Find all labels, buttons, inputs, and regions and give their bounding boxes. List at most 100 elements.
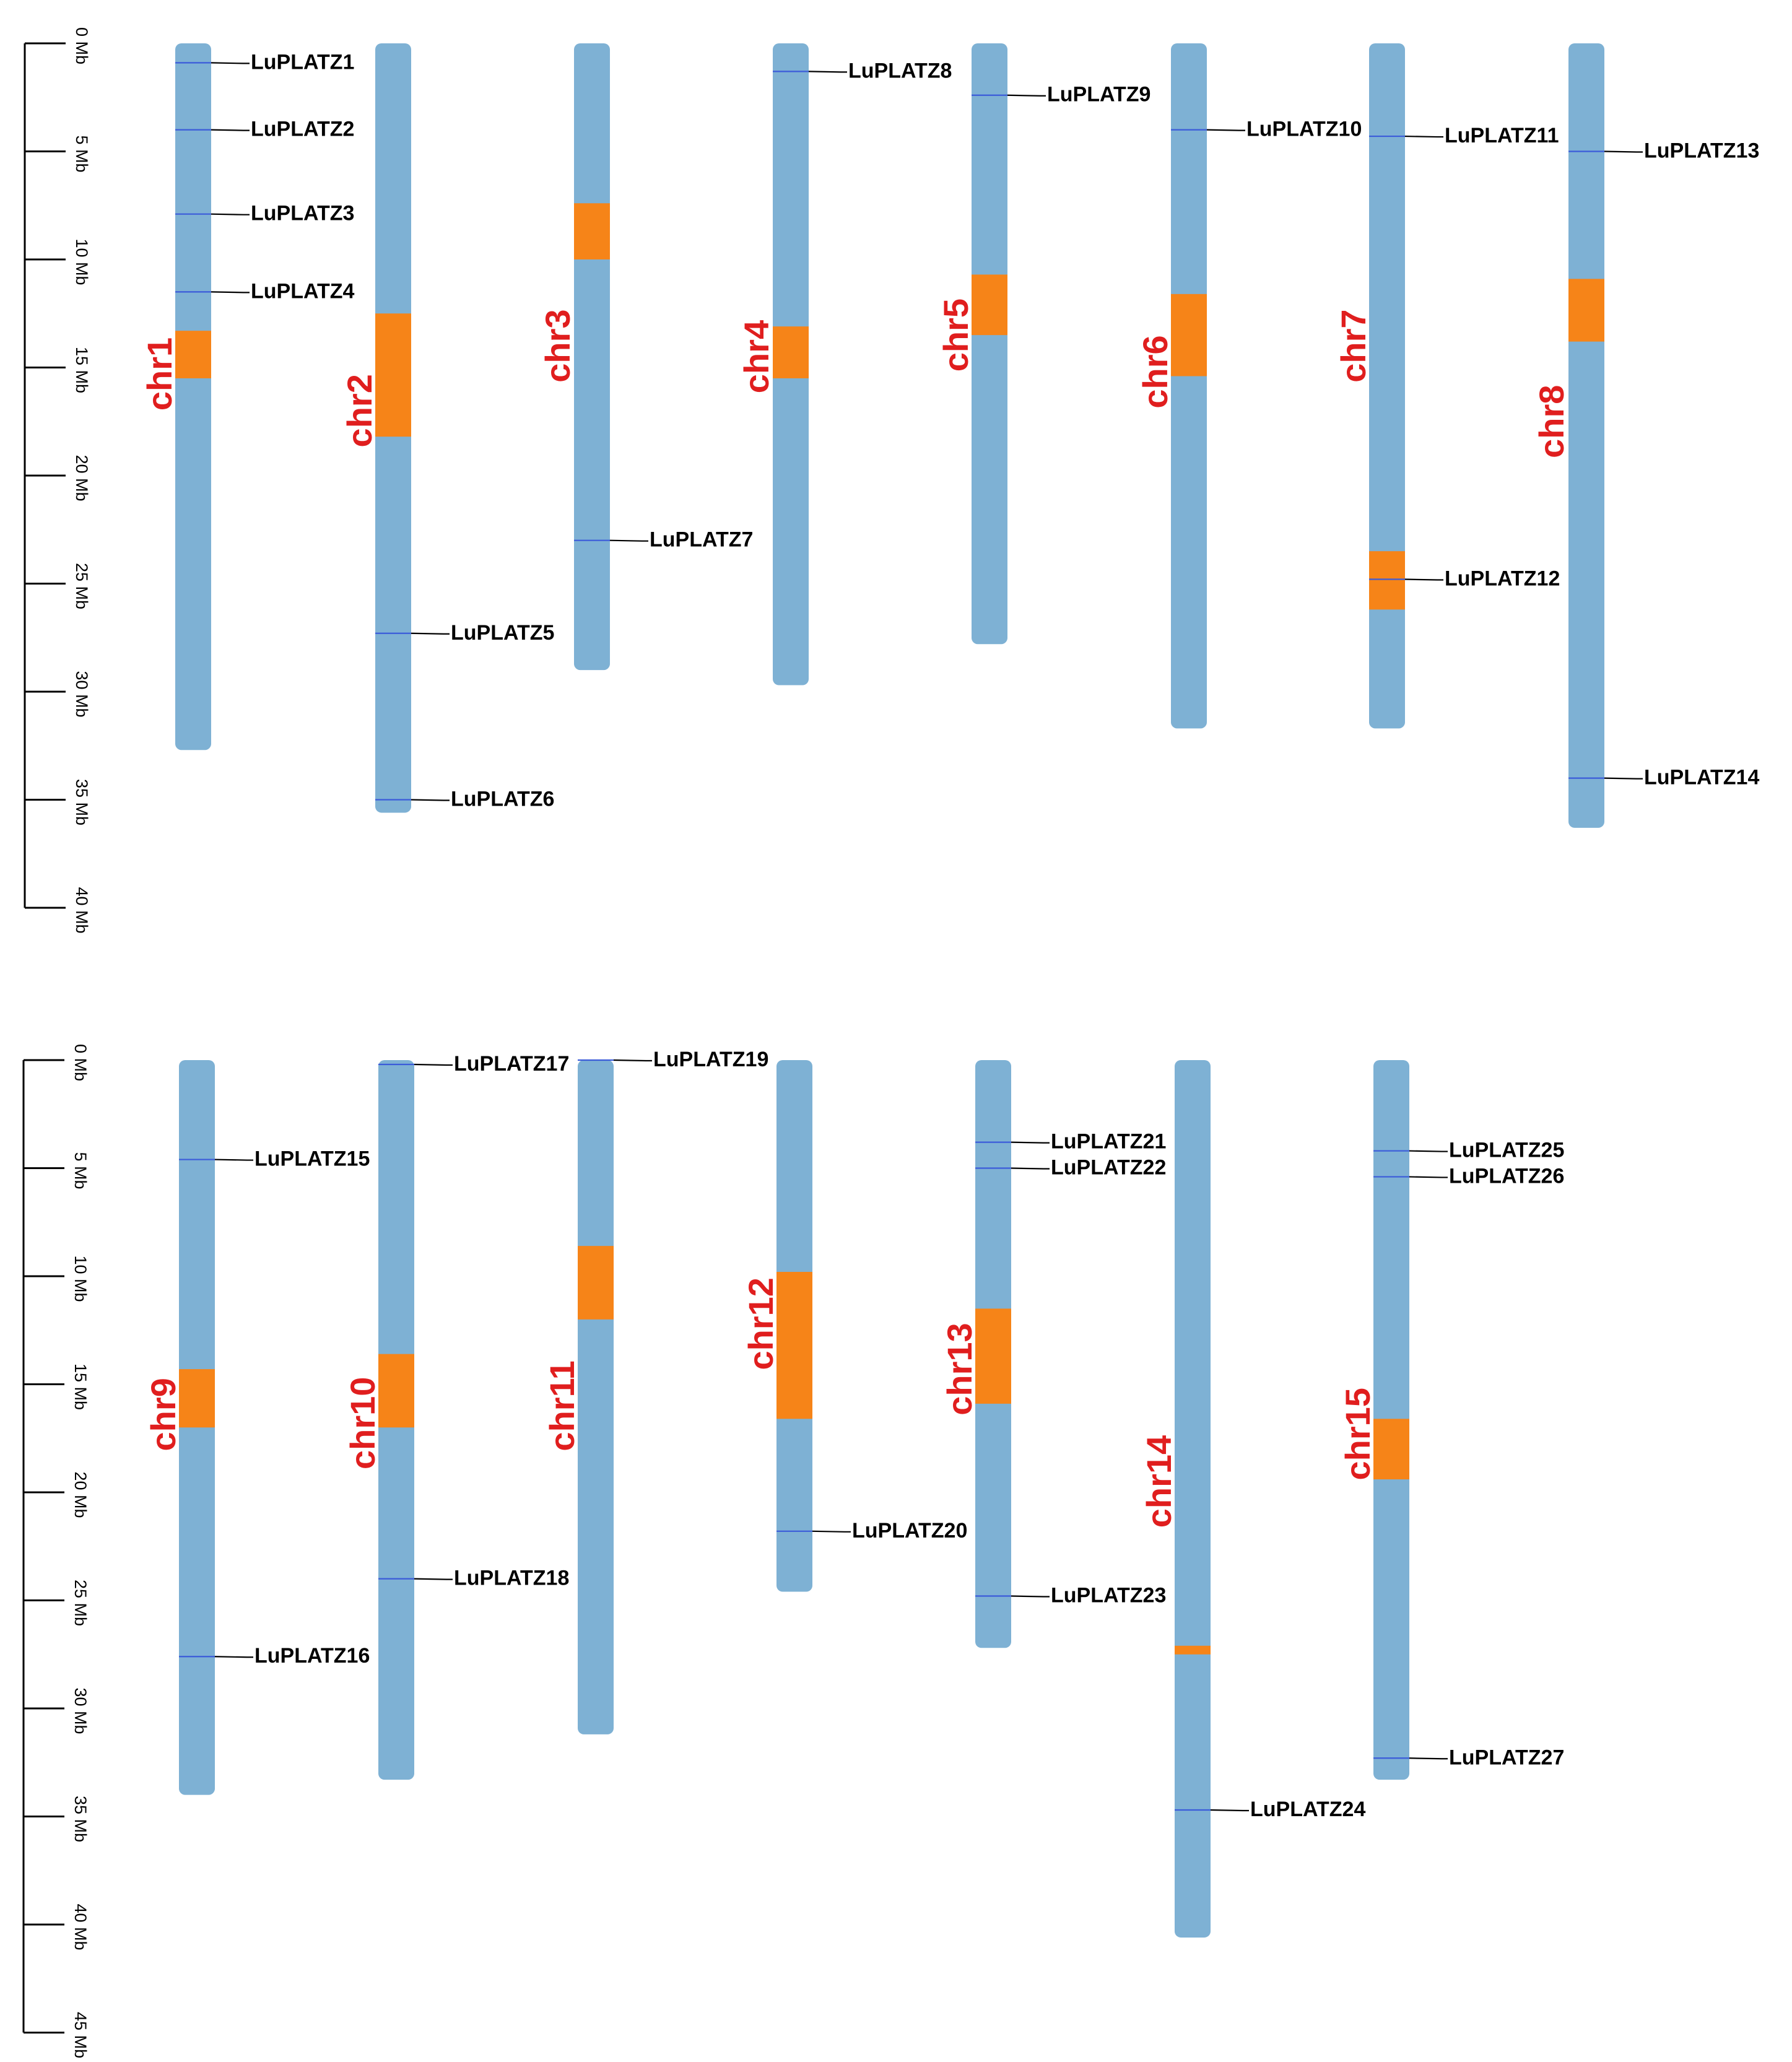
- chromosome-label: chr5: [936, 298, 975, 372]
- gene-label: LuPLATZ7: [650, 528, 753, 552]
- centromere: [972, 274, 1007, 336]
- gene-leader-line: [411, 799, 450, 801]
- gene-LuPLATZ20: LuPLATZ20: [776, 1519, 967, 1542]
- ruler-tick-label: 0 Mb: [72, 27, 91, 64]
- chromosome-label: chr6: [1136, 335, 1175, 408]
- centromere: [1171, 294, 1207, 376]
- gene-LuPLATZ23: LuPLATZ23: [975, 1584, 1166, 1607]
- gene-leader-line: [414, 1578, 453, 1580]
- ruler-tick-label: 30 Mb: [71, 1687, 90, 1734]
- gene-label: LuPLATZ22: [1051, 1155, 1166, 1179]
- gene-LuPLATZ10: LuPLATZ10: [1171, 118, 1362, 141]
- gene-leader-line: [613, 1059, 652, 1062]
- gene-label: LuPLATZ26: [1449, 1164, 1564, 1188]
- centromere: [1175, 1645, 1211, 1655]
- gene-LuPLATZ14: LuPLATZ14: [1568, 766, 1759, 790]
- gene-leader-line: [1206, 129, 1245, 131]
- gene-leader-line: [1604, 777, 1643, 780]
- chromosome-label: chr12: [741, 1277, 780, 1370]
- gene-LuPLATZ3: LuPLATZ3: [175, 202, 354, 225]
- ruler-tick-label: 30 Mb: [72, 671, 91, 717]
- gene-leader-line: [1011, 1595, 1050, 1598]
- chromosome-chr3: chr3 LuPLATZ7: [538, 43, 753, 671]
- chromosome-label: chr13: [940, 1323, 979, 1415]
- panel-top: 0 Mb 5 Mb 10 Mb 15 Mb 20 Mb 25 Mb 30 Mb 35 Mb 40…: [24, 27, 1759, 934]
- chromosome-chr11: chr11 LuPLATZ19: [542, 1048, 768, 1734]
- gene-label: LuPLATZ19: [653, 1048, 768, 1071]
- ruler-tick-label: 15 Mb: [72, 347, 91, 393]
- centromere: [1568, 279, 1604, 342]
- centromere: [578, 1246, 614, 1320]
- gene-label: LuPLATZ12: [1445, 567, 1560, 591]
- gene-LuPLATZ15: LuPLATZ15: [179, 1147, 370, 1171]
- gene-LuPLATZ18: LuPLATZ18: [378, 1567, 569, 1590]
- panel-bottom: 0 Mb 5 Mb 10 Mb 15 Mb 20 Mb 25 Mb 30 Mb 35 Mb 40…: [22, 1044, 1564, 2058]
- chromosome-chr10: chr10 LuPLATZ17 LuPLATZ18: [343, 1052, 569, 1780]
- ruler-tick-label: 45 Mb: [71, 2012, 90, 2058]
- chromosome-label: chr1: [140, 337, 179, 411]
- chromosome-label: chr4: [737, 320, 776, 393]
- chromosome-bar: [578, 1060, 614, 1734]
- chromosome-chr7: chr7 LuPLATZ11 LuPLATZ12: [1334, 43, 1560, 729]
- ruler-tick-label: 5 Mb: [72, 135, 91, 172]
- centromere: [574, 203, 610, 259]
- chromosome-bar: [1171, 43, 1207, 729]
- chromosome-chr6: chr6 LuPLATZ10: [1136, 43, 1362, 729]
- gene-leader-line: [808, 71, 847, 73]
- gene-label: LuPLATZ16: [254, 1644, 370, 1668]
- centromere: [375, 313, 411, 437]
- chromosome-chr2: chr2 LuPLATZ5 LuPLATZ6: [340, 43, 554, 813]
- chromosome-chr4: chr4 LuPLATZ8: [737, 43, 952, 685]
- chromosome-label: chr3: [538, 309, 577, 382]
- gene-label: LuPLATZ20: [852, 1519, 967, 1542]
- ruler: 0 Mb 5 Mb 10 Mb 15 Mb 20 Mb 25 Mb 30 Mb 35 Mb 40…: [22, 1044, 90, 2058]
- ruler-tick-label: 0 Mb: [71, 1044, 90, 1081]
- chromosome-bar: [972, 43, 1007, 645]
- gene-leader-line: [214, 1656, 253, 1658]
- gene-leader-line: [812, 1530, 851, 1533]
- ruler-tick-label: 35 Mb: [72, 779, 91, 825]
- centromere: [378, 1354, 414, 1428]
- chromosome-bar: [574, 43, 610, 671]
- gene-LuPLATZ8: LuPLATZ8: [773, 59, 952, 82]
- gene-LuPLATZ5: LuPLATZ5: [375, 621, 554, 645]
- chromosome-chr12: chr12 LuPLATZ20: [741, 1060, 967, 1592]
- centromere: [776, 1272, 812, 1419]
- gene-label: LuPLATZ11: [1445, 124, 1559, 147]
- gene-LuPLATZ17: LuPLATZ17: [378, 1052, 569, 1076]
- gene-label: LuPLATZ27: [1449, 1746, 1564, 1769]
- gene-leader-line: [1210, 1809, 1249, 1812]
- chromosome-label: chr11: [542, 1360, 581, 1451]
- gene-LuPLATZ4: LuPLATZ4: [175, 279, 355, 303]
- gene-label: LuPLATZ6: [451, 787, 554, 811]
- ruler-tick-label: 40 Mb: [71, 1903, 90, 1950]
- gene-LuPLATZ7: LuPLATZ7: [574, 528, 753, 552]
- gene-LuPLATZ25: LuPLATZ25: [1373, 1139, 1564, 1162]
- gene-LuPLATZ12: LuPLATZ12: [1369, 567, 1560, 591]
- gene-LuPLATZ16: LuPLATZ16: [179, 1644, 370, 1668]
- gene-label: LuPLATZ21: [1051, 1130, 1166, 1154]
- gene-leader-line: [411, 632, 450, 635]
- centromere: [1369, 551, 1405, 610]
- ruler-tick-label: 20 Mb: [72, 455, 91, 501]
- gene-LuPLATZ2: LuPLATZ2: [175, 118, 354, 141]
- chromosome-bar: [1175, 1060, 1211, 1938]
- gene-LuPLATZ6: LuPLATZ6: [375, 787, 554, 811]
- gene-LuPLATZ21: LuPLATZ21: [975, 1130, 1166, 1154]
- chromosome-label: chr8: [1532, 385, 1571, 458]
- chromosome-chr9: chr9 LuPLATZ15 LuPLATZ16: [144, 1060, 370, 1795]
- chromosome-bar: [1369, 43, 1405, 729]
- gene-LuPLATZ24: LuPLATZ24: [1175, 1798, 1365, 1821]
- gene-label: LuPLATZ4: [251, 279, 355, 303]
- gene-label: LuPLATZ9: [1047, 83, 1150, 107]
- chromosome-label: chr10: [343, 1377, 382, 1469]
- gene-label: LuPLATZ18: [454, 1567, 569, 1590]
- gene-label: LuPLATZ15: [254, 1147, 370, 1171]
- centromere: [773, 326, 809, 378]
- gene-LuPLATZ9: LuPLATZ9: [972, 83, 1150, 107]
- gene-label: LuPLATZ13: [1644, 139, 1759, 162]
- ruler-tick-label: 40 Mb: [72, 887, 91, 933]
- gene-label: LuPLATZ2: [251, 118, 354, 141]
